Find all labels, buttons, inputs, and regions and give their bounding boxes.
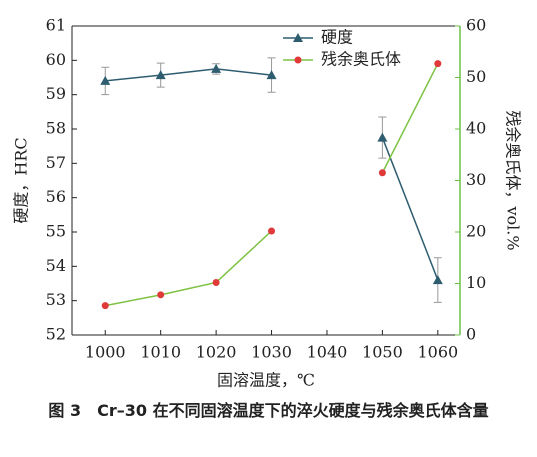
- y2-label: 残余奥氏体，vol.%: [504, 110, 523, 250]
- y2-tick-label: 50: [466, 67, 486, 86]
- x-tick-label: 1020: [196, 343, 237, 362]
- legend-marker: [294, 56, 302, 64]
- y2-tick-label: 30: [466, 170, 486, 189]
- x-tick-label: 1030: [251, 343, 292, 362]
- y-tick-label: 57: [46, 153, 66, 172]
- legend-marker: [293, 33, 303, 42]
- y-tick-label: 54: [46, 256, 66, 275]
- legend-label: 残余奥氏体: [321, 50, 401, 69]
- marker: [211, 63, 222, 73]
- marker: [378, 169, 386, 177]
- series-line: [381, 63, 439, 174]
- x-tick-label: 1010: [140, 343, 181, 362]
- marker: [100, 75, 111, 85]
- x-tick-label: 1040: [307, 343, 348, 362]
- y-tick-label: 60: [46, 50, 66, 69]
- y-tick-label: 59: [46, 84, 66, 103]
- y-tick-label: 61: [46, 16, 66, 35]
- series-line: [105, 68, 272, 82]
- y-label: 硬度，HRC: [12, 137, 31, 223]
- caption: 图 3 Cr–30 在不同固溶温度下的淬火硬度与残余奥氏体含量: [48, 401, 489, 420]
- series-line: [381, 137, 439, 281]
- marker: [268, 227, 276, 235]
- y2-tick-label: 0: [466, 325, 476, 344]
- marker: [434, 60, 442, 68]
- y-tick-label: 53: [46, 290, 66, 309]
- y2-tick-label: 20: [466, 222, 486, 241]
- legend-label: 硬度: [321, 28, 353, 47]
- x-label: 固溶温度，℃: [217, 371, 315, 390]
- x-tick-label: 1000: [85, 343, 126, 362]
- marker: [266, 70, 277, 80]
- y-tick-label: 52: [46, 325, 66, 344]
- marker: [155, 70, 166, 80]
- y2-tick-label: 60: [466, 16, 486, 35]
- y-tick-label: 55: [46, 222, 66, 241]
- marker: [212, 278, 220, 286]
- y-tick-label: 56: [46, 187, 66, 206]
- y2-tick-label: 10: [466, 273, 486, 292]
- marker: [101, 302, 109, 310]
- marker: [157, 291, 165, 299]
- y2-tick-label: 40: [466, 119, 486, 138]
- series-line: [105, 230, 273, 307]
- x-tick-label: 1060: [417, 343, 458, 362]
- marker: [432, 275, 443, 285]
- y-tick-label: 58: [46, 119, 66, 138]
- marker: [377, 132, 388, 142]
- x-tick-label: 1050: [362, 343, 403, 362]
